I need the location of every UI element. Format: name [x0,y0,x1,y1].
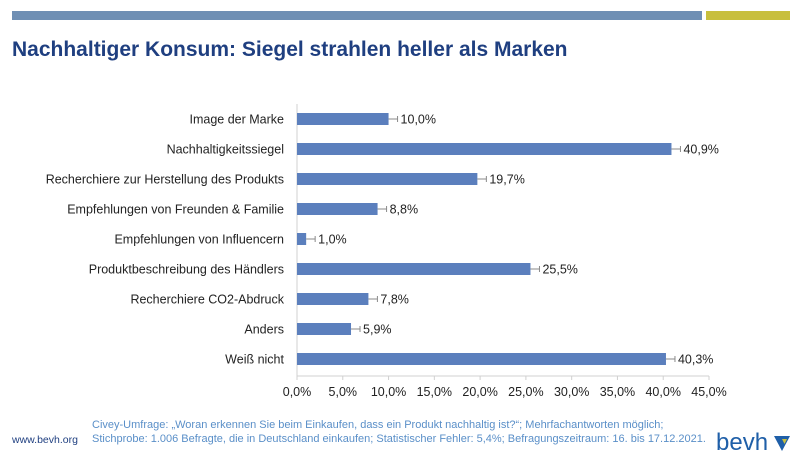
category-label: Empfehlungen von Freunden & Familie [67,203,284,217]
x-tick-label: 40,0% [645,385,680,399]
header-accent-bar-blue [12,11,702,20]
bar [297,233,307,245]
category-label: Empfehlungen von Influencern [114,233,284,247]
logo-mark-icon [774,436,790,451]
bar [297,203,378,215]
category-label: Produktbeschreibung des Händlers [89,263,284,277]
footnote-line-1: Civey-Umfrage: „Woran erkennen Sie beim … [92,419,664,431]
value-label: 1,0% [318,233,347,247]
header-accent-bar-yellow [706,11,790,20]
value-label: 7,8% [380,293,409,307]
x-tick-label: 5,0% [329,385,358,399]
x-tick-label: 0,0% [283,385,312,399]
x-tick-label: 25,0% [508,385,543,399]
category-label: Recherchiere zur Herstellung des Produkt… [46,173,284,187]
footnote-line-2: Stichprobe: 1.006 Befragte, die in Deuts… [92,433,706,445]
value-label: 40,9% [683,143,718,157]
category-label: Recherchiere CO2-Abdruck [130,293,284,307]
value-label: 40,3% [678,353,713,367]
category-label: Nachhaltigkeitssiegel [167,143,284,157]
page-title: Nachhaltiger Konsum: Siegel strahlen hel… [12,38,568,61]
bar [297,353,666,365]
x-tick-label: 45,0% [691,385,726,399]
category-label: Weiß nicht [225,353,284,367]
category-label: Anders [244,323,284,337]
value-label: 25,5% [542,263,577,277]
x-tick-label: 10,0% [371,385,406,399]
bar [297,173,478,185]
value-label: 5,9% [363,323,392,337]
website-link[interactable]: www.bevh.org [12,434,78,446]
x-tick-label: 15,0% [417,385,452,399]
bar [297,323,352,335]
footnote: Civey-Umfrage: „Woran erkennen Sie beim … [92,418,732,446]
bar [297,293,369,305]
x-tick-label: 20,0% [462,385,497,399]
logo-text: bevh [716,429,769,456]
category-label: Image der Marke [190,113,285,127]
bevh-logo: bevh [716,430,792,458]
value-label: 10,0% [401,113,436,127]
bar [297,263,531,275]
bar [297,113,389,125]
bar [297,143,672,155]
value-label: 8,8% [390,203,419,217]
value-label: 19,7% [489,173,524,187]
x-tick-label: 30,0% [554,385,589,399]
x-tick-label: 35,0% [600,385,635,399]
